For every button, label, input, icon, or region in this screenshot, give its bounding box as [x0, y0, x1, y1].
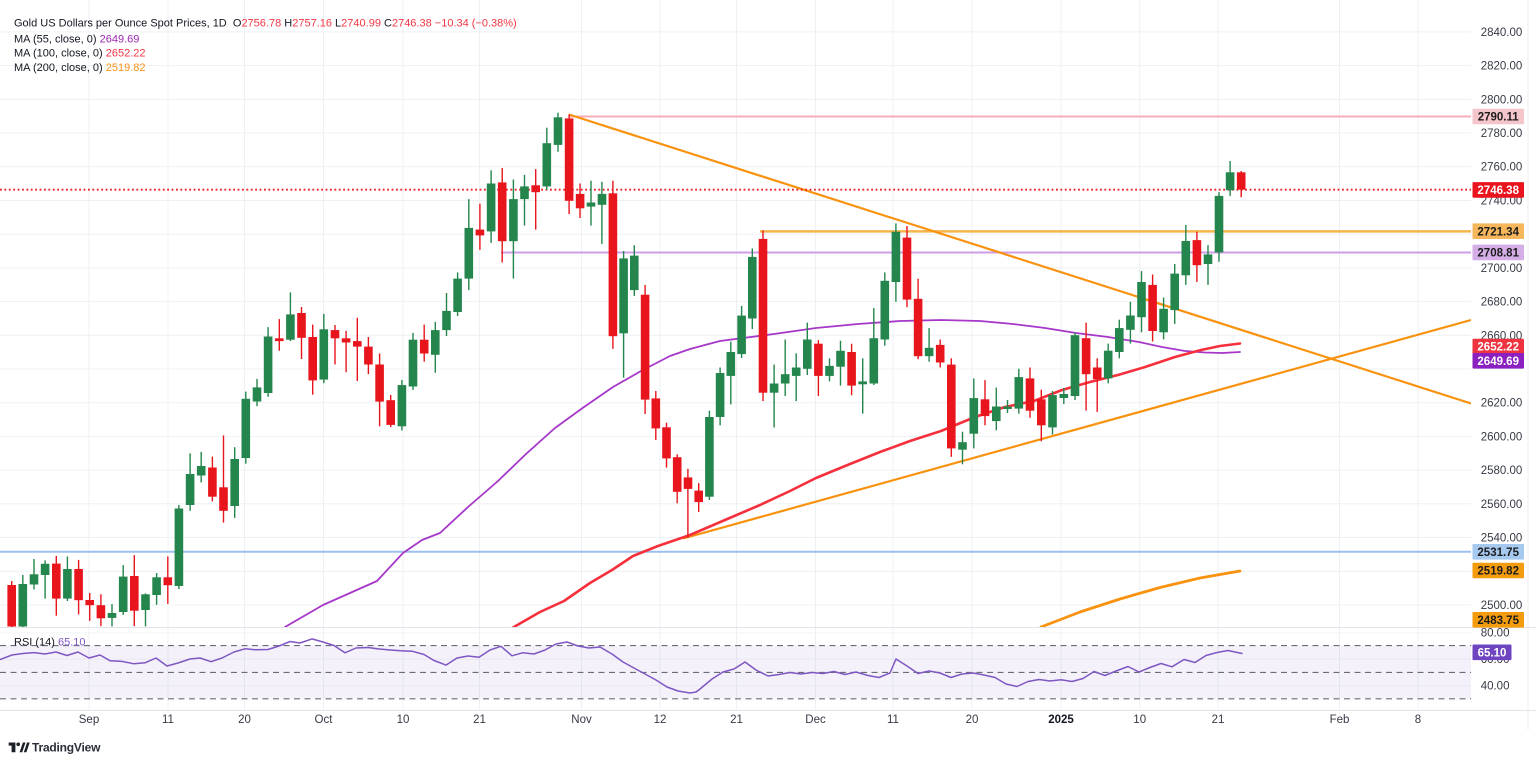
svg-text:2025: 2025	[1048, 714, 1074, 726]
svg-text:10: 10	[397, 714, 410, 726]
svg-text:2531.75: 2531.75	[1477, 547, 1519, 559]
svg-text:2652.22: 2652.22	[1477, 342, 1519, 354]
svg-text:2740.00: 2740.00	[1481, 196, 1523, 208]
svg-text:MA (55, close, 0) 2649.69: MA (55, close, 0) 2649.69	[14, 33, 139, 45]
svg-text:2680.00: 2680.00	[1481, 297, 1523, 309]
svg-text:MA (100, close, 0) 2652.22: MA (100, close, 0) 2652.22	[14, 48, 145, 60]
svg-text:2560.00: 2560.00	[1481, 499, 1523, 511]
svg-text:2708.81: 2708.81	[1477, 248, 1519, 260]
svg-text:2483.75: 2483.75	[1477, 615, 1519, 627]
svg-text:10: 10	[1133, 714, 1146, 726]
svg-text:40.00: 40.00	[1481, 681, 1510, 693]
svg-text:2780.00: 2780.00	[1481, 128, 1523, 140]
svg-text:2519.82: 2519.82	[1477, 566, 1519, 578]
svg-text:Dec: Dec	[805, 714, 826, 726]
svg-text:11: 11	[162, 714, 174, 726]
svg-text:2840.00: 2840.00	[1481, 27, 1523, 39]
svg-text:MA (200, close, 0) 2519.82: MA (200, close, 0) 2519.82	[14, 62, 145, 74]
svg-text:Feb: Feb	[1330, 714, 1350, 726]
svg-text:2721.34: 2721.34	[1477, 226, 1519, 238]
svg-text:21: 21	[1212, 714, 1225, 726]
svg-text:2800.00: 2800.00	[1481, 94, 1523, 106]
svg-text:2746.38: 2746.38	[1477, 185, 1519, 197]
svg-text:65.10: 65.10	[1478, 647, 1507, 659]
svg-text:TradingView: TradingView	[32, 741, 101, 755]
svg-text:21: 21	[730, 714, 743, 726]
svg-text:RSI (14) 65.10: RSI (14) 65.10	[14, 637, 86, 649]
svg-text:20: 20	[966, 714, 979, 726]
svg-text:2700.00: 2700.00	[1481, 263, 1523, 275]
svg-text:12: 12	[654, 714, 667, 726]
svg-text:2760.00: 2760.00	[1481, 162, 1523, 174]
svg-text:Gold US Dollars per Ounce Spot: Gold US Dollars per Ounce Spot Prices, 1…	[14, 18, 517, 30]
svg-text:Oct: Oct	[315, 714, 334, 726]
svg-text:2580.00: 2580.00	[1481, 465, 1523, 477]
svg-text:80.00: 80.00	[1481, 627, 1510, 639]
svg-text:Sep: Sep	[79, 714, 99, 726]
svg-text:2620.00: 2620.00	[1481, 398, 1523, 410]
svg-text:21: 21	[473, 714, 486, 726]
svg-text:2649.69: 2649.69	[1477, 356, 1519, 368]
svg-text:Nov: Nov	[571, 714, 592, 726]
svg-text:2820.00: 2820.00	[1481, 61, 1523, 73]
svg-text:20: 20	[238, 714, 251, 726]
svg-text:11: 11	[887, 714, 899, 726]
svg-text:2540.00: 2540.00	[1481, 533, 1523, 545]
svg-text:8: 8	[1415, 714, 1421, 726]
svg-text:2790.11: 2790.11	[1478, 112, 1520, 124]
svg-text:2500.00: 2500.00	[1481, 600, 1523, 612]
svg-text:2600.00: 2600.00	[1481, 431, 1523, 443]
